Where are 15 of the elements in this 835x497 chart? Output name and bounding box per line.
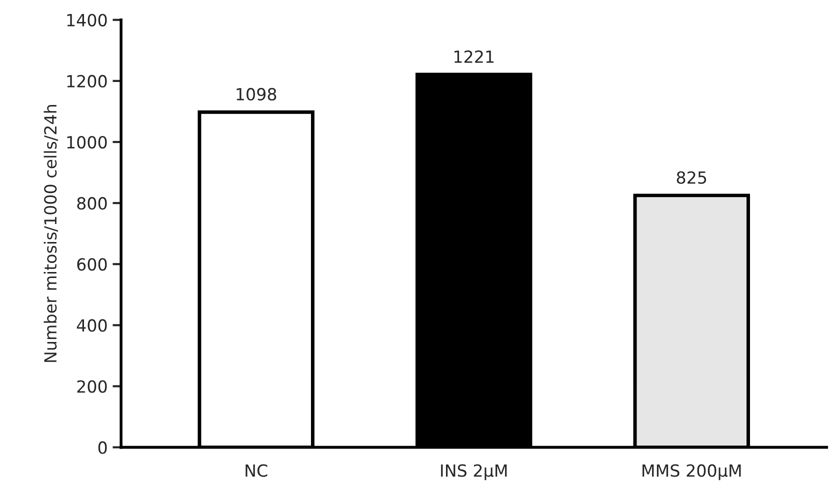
y-tick-label: 400	[76, 319, 107, 332]
y-tick-label: 600	[77, 258, 107, 271]
y-axis-title: Number mitosis/1000 cells/24h	[44, 105, 58, 362]
y-tick-label: 1200	[67, 74, 107, 88]
data-label: 825	[676, 171, 706, 184]
y-tick-label: 200	[77, 380, 107, 393]
data-label: 1098	[236, 88, 276, 101]
y-tick-label: 1000	[67, 136, 107, 149]
y-tick-label: 1400	[67, 14, 107, 26]
x-tick-label: NC	[246, 464, 268, 477]
y-tick-label: 800	[77, 197, 107, 210]
x-tick-label: MMS 200µM	[642, 464, 741, 480]
y-tick-label: 0	[98, 441, 107, 454]
x-tick-label: INS 2µM	[441, 464, 507, 480]
data-label: 1221	[454, 50, 494, 63]
